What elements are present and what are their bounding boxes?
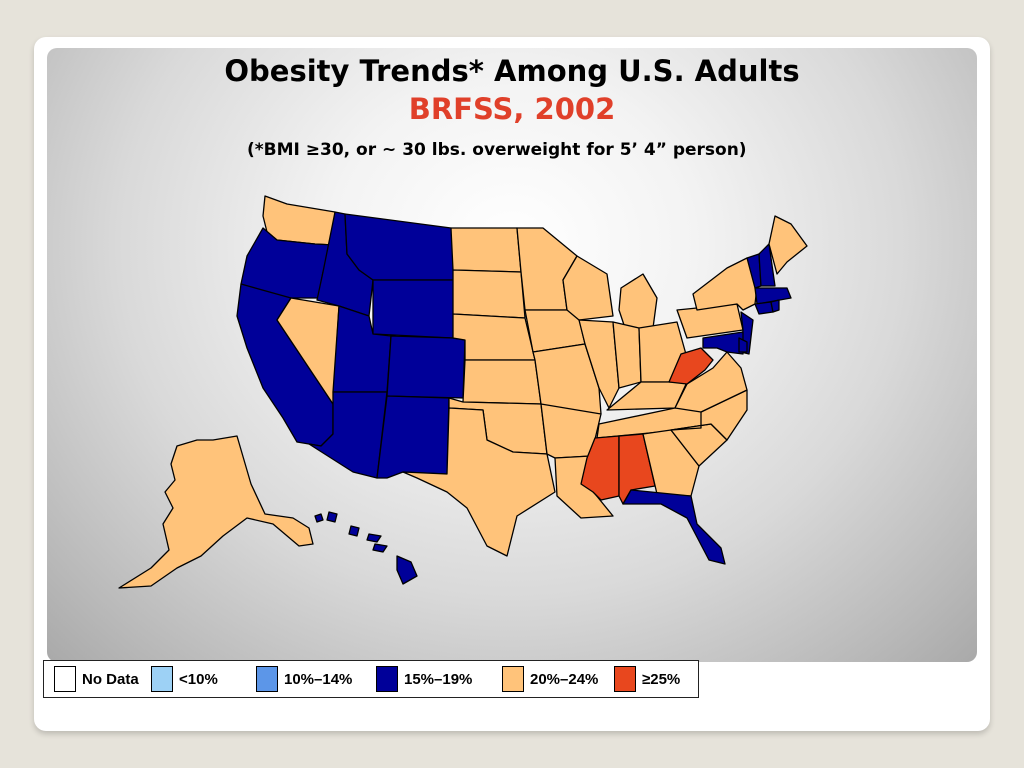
state-DE[interactable] [738,337,748,353]
map-legend: No Data <10% 10%–14% 15%–19% 20%–24% ≥25% [43,660,699,698]
legend-label: No Data [82,670,139,688]
state-VA[interactable] [674,351,748,413]
legend-item: No Data [54,666,139,692]
legend-label: ≥25% [642,670,681,688]
legend-item: 10%–14% [256,666,352,692]
legend-label: 15%–19% [404,670,473,688]
slide-title: Obesity Trends* Among U.S. Adults [224,54,800,88]
legend-item: 20%–24% [502,666,598,692]
state-RI[interactable] [770,299,780,313]
legend-item: 15%–19% [376,666,472,692]
state-KS[interactable] [462,359,542,405]
state-MD[interactable] [702,331,744,355]
state-WI[interactable] [562,255,614,321]
state-NE[interactable] [452,313,536,361]
slide-subtitle: BRFSS, 2002 [408,92,616,126]
state-NH[interactable] [758,243,776,287]
legend-swatch [614,666,636,692]
state-MA[interactable] [754,287,792,305]
state-CO[interactable] [386,335,466,399]
legend-swatch [256,666,278,692]
legend-label: <10% [179,670,218,688]
us-choropleth-map [118,195,808,589]
state-CT[interactable] [754,301,774,315]
legend-swatch [502,666,524,692]
legend-swatch [376,666,398,692]
state-GA[interactable] [642,429,700,497]
legend-item: ≥25% [614,666,680,692]
legend-item: <10% [151,666,218,692]
legend-swatch [151,666,173,692]
state-WV[interactable] [668,347,714,385]
legend-label: 20%–24% [530,670,599,688]
legend-swatch [54,666,76,692]
state-MT[interactable] [344,213,456,281]
slide-panel: Obesity Trends* Among U.S. Adults BRFSS,… [47,48,977,662]
state-ME[interactable] [768,215,808,275]
state-NC[interactable] [670,389,748,441]
state-HI[interactable] [314,511,418,585]
state-WY[interactable] [372,279,456,339]
bmi-footnote: (*BMI ≥30, or ~ 30 lbs. overweight for 5… [247,140,747,160]
state-TX[interactable] [402,407,556,557]
state-FL[interactable] [622,489,726,565]
state-AK[interactable] [118,435,314,589]
state-ND[interactable] [450,227,522,273]
state-NM[interactable] [376,395,450,479]
state-SD[interactable] [452,269,526,319]
legend-label: 10%–14% [284,670,353,688]
